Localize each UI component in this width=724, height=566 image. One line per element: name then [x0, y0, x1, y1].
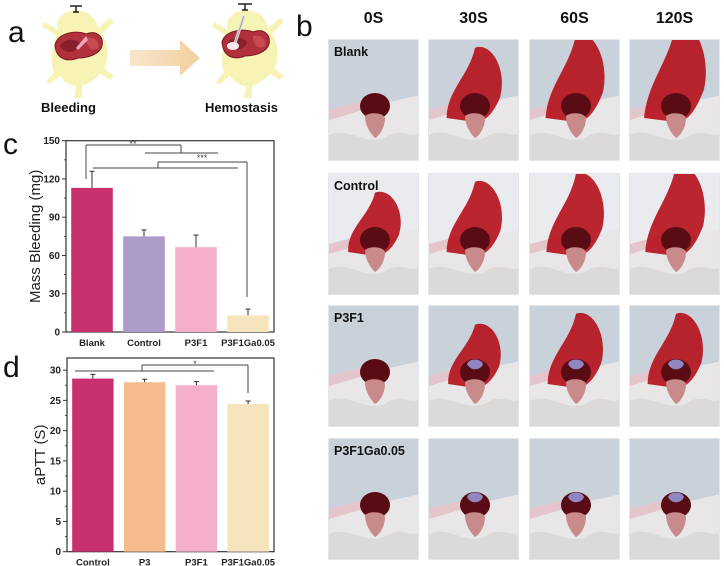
blood-spread — [647, 312, 704, 388]
blood-spread — [360, 93, 390, 119]
blood-spread — [645, 174, 705, 256]
bar — [175, 385, 218, 552]
y-tick-label: 25 — [50, 396, 62, 407]
panel-d-letter: d — [3, 351, 20, 384]
group-label: P3F1 — [334, 311, 364, 325]
panel-b-letter: b — [296, 10, 313, 43]
blood-spread — [360, 359, 390, 385]
bar — [123, 382, 166, 552]
y-tick-label: 150 — [43, 136, 60, 147]
mouse-bleeding-illustration — [42, 5, 114, 98]
x-tick-label: P3F1Ga0.05 — [221, 558, 276, 566]
y-tick-label: 5 — [55, 517, 61, 528]
y-tick-label: 30 — [50, 366, 62, 377]
hemostasis-photo — [629, 173, 720, 295]
blood-spread — [460, 492, 490, 518]
panel-a-letter: a — [8, 16, 25, 49]
group-label: Control — [334, 179, 379, 193]
time-header-0s: 0S — [363, 10, 384, 27]
blood-spread — [546, 174, 604, 256]
blood-spread — [360, 492, 390, 518]
hemostasis-photo — [428, 39, 519, 161]
y-tick-label: 10 — [50, 487, 62, 498]
hemostasis-photo — [629, 438, 720, 560]
x-tick-label: Control — [127, 338, 161, 349]
time-header-30s: 30S — [459, 10, 488, 27]
x-tick-label: P3 — [139, 558, 151, 566]
bar — [71, 187, 113, 332]
hemostasis-photo — [529, 39, 620, 161]
hemostasis-photo: Control — [328, 173, 419, 295]
y-tick-label: 60 — [49, 251, 61, 262]
blood-spread — [448, 323, 501, 388]
blood-spread — [661, 492, 691, 518]
arrow-icon — [130, 40, 200, 76]
hemostatic-applicator-icon — [227, 15, 246, 50]
significance-label: ** — [129, 139, 137, 149]
hemostasis-photo — [428, 438, 519, 560]
bar — [227, 315, 269, 332]
blood-spread — [446, 46, 503, 122]
y-tick-label: 30 — [49, 289, 61, 300]
significance-label: * — [193, 359, 197, 369]
hemostasis-photo — [428, 173, 519, 295]
plot-frame — [66, 357, 275, 553]
y-axis-label: Mass Bleeding (mg) — [27, 170, 44, 303]
significance-label: *** — [197, 153, 208, 163]
y-axis-label: aPTT (S) — [32, 425, 49, 486]
hemostasis-photo — [629, 305, 720, 427]
x-tick-label: P3F1 — [185, 338, 208, 349]
group-label: Blank — [334, 45, 369, 59]
x-tick-label: Blank — [79, 338, 106, 349]
panel-c-letter: c — [3, 128, 18, 161]
hemostasis-photo — [529, 173, 620, 295]
hemostasis-photo — [428, 305, 519, 427]
hemostasis-photo: P3F1 — [328, 305, 419, 427]
mass-bleeding-chart: 0 30 60 90 120 150 Mass Bleeding (mg) Blank Cont… — [27, 136, 276, 349]
bar — [227, 404, 269, 552]
blood-spread — [446, 180, 503, 256]
group-label: P3F1Ga0.05 — [334, 444, 405, 458]
bar — [175, 247, 217, 332]
aptt-chart: 0 5 10 15 20 25 30 aPTT (S) Control P3 P3F1 P3F1Ga0… — [32, 357, 276, 566]
x-tick-label: P3F1Ga0.05 — [221, 338, 276, 349]
bleeding-caption: Bleeding — [41, 100, 96, 115]
hemostasis-photo: Blank — [328, 39, 419, 161]
hemostasis-photo — [529, 438, 620, 560]
y-tick-label: 0 — [55, 547, 61, 558]
hemostasis-photo: P3F1Ga0.05 — [328, 438, 419, 560]
bar — [72, 378, 114, 552]
y-tick-label: 90 — [49, 213, 61, 224]
y-tick-label: 120 — [43, 174, 60, 185]
blood-spread — [644, 40, 706, 122]
wound-icon — [76, 36, 88, 50]
time-header-60s: 60S — [560, 10, 589, 27]
hemostasis-photo — [529, 305, 620, 427]
blood-spread — [547, 312, 604, 388]
x-tick-label: P3F1 — [185, 558, 208, 566]
blood-spread — [348, 191, 401, 256]
y-tick-label: 0 — [54, 328, 60, 339]
bar — [123, 236, 165, 332]
time-header-120s: 120S — [655, 10, 694, 27]
blood-spread — [561, 492, 591, 518]
hemostasis-photo — [629, 39, 720, 161]
y-tick-label: 20 — [50, 426, 62, 437]
blood-spread — [545, 40, 605, 122]
y-tick-label: 15 — [50, 456, 62, 467]
x-tick-label: Control — [76, 558, 110, 566]
mouse-hemostasis-illustration — [212, 3, 284, 98]
hemostasis-caption: Hemostasis — [205, 100, 278, 115]
